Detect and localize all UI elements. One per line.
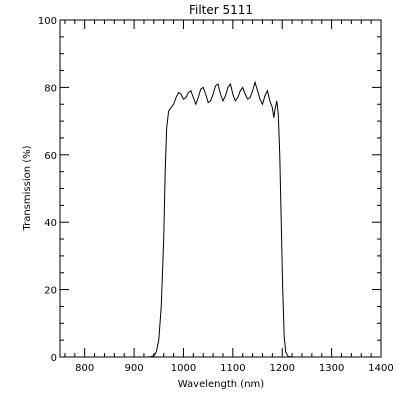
x-axis: 800 900 1000 1100 1200 1300 1400 xyxy=(64,20,394,374)
y-tick-label: 40 xyxy=(44,218,57,229)
transmission-curve xyxy=(60,80,381,358)
y-axis-title: Transmission (%) xyxy=(22,145,33,231)
y-tick-label: 60 xyxy=(44,151,57,162)
x-tick-label: 1000 xyxy=(171,363,196,374)
x-tick-label: 1300 xyxy=(319,363,344,374)
series-group xyxy=(60,80,381,358)
y-tick-label: 80 xyxy=(44,83,57,94)
x-axis-title: Wavelength (nm) xyxy=(178,379,264,390)
x-tick-label: 1100 xyxy=(220,363,245,374)
chart-title: Filter 5111 xyxy=(189,3,253,17)
x-tick-label: 900 xyxy=(125,363,144,374)
y-axis: 0 20 40 60 80 100 xyxy=(38,16,381,364)
plot-frame xyxy=(59,19,382,358)
x-tick-label: 800 xyxy=(75,363,94,374)
y-tick-label: 20 xyxy=(44,286,57,297)
x-tick-label: 1400 xyxy=(368,363,393,374)
x-tick-label: 1200 xyxy=(270,363,295,374)
y-tick-label: 100 xyxy=(38,16,57,27)
y-tick-label: 0 xyxy=(51,353,57,364)
